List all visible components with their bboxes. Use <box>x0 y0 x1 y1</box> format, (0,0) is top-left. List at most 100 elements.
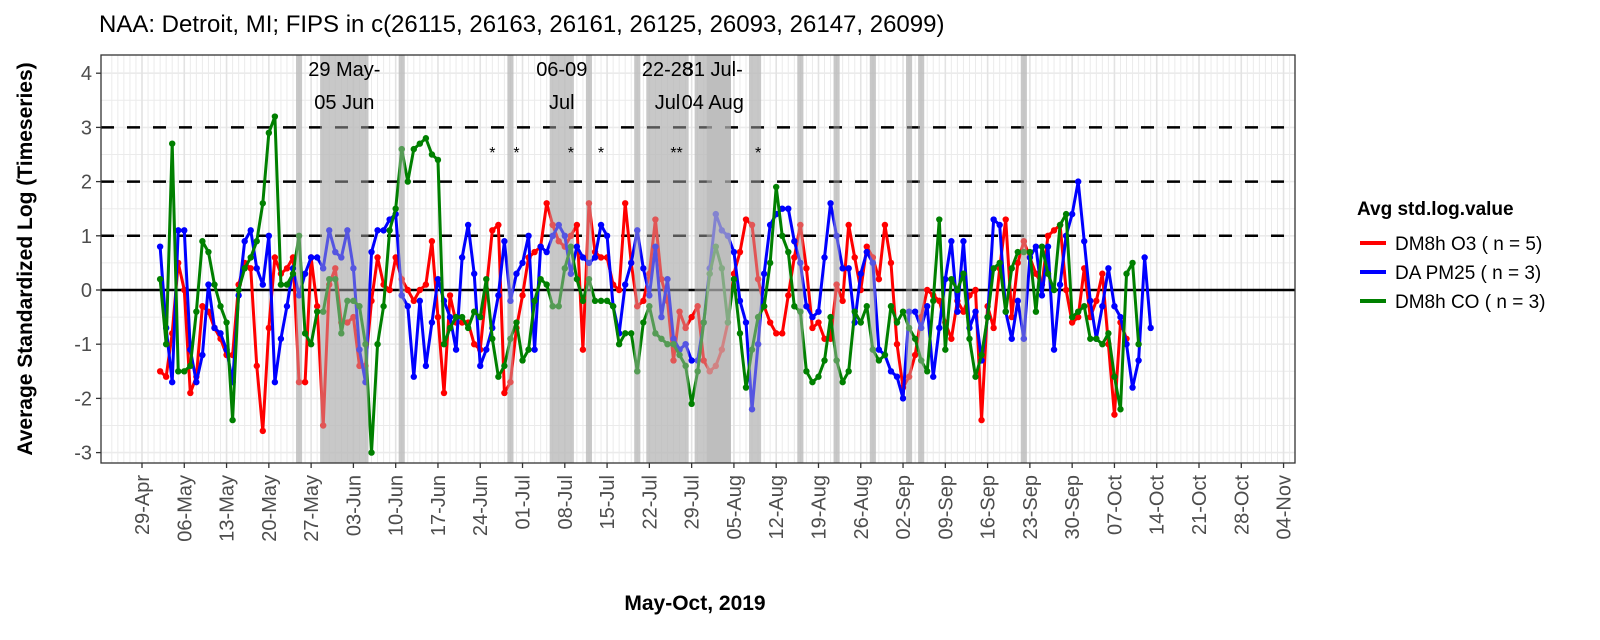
data-point <box>730 275 738 283</box>
data-point <box>1087 297 1094 305</box>
data-point <box>972 308 979 315</box>
data-point <box>893 319 901 326</box>
data-point <box>374 227 381 234</box>
data-point <box>446 313 454 321</box>
data-point <box>416 297 424 305</box>
data-point <box>899 395 907 402</box>
data-point <box>766 319 774 326</box>
data-point <box>978 416 985 424</box>
data-point <box>924 368 931 375</box>
data-point <box>446 292 454 299</box>
data-point <box>1117 406 1124 413</box>
data-point <box>948 238 955 245</box>
shaded-band <box>918 55 925 463</box>
data-point <box>495 373 502 380</box>
data-point <box>809 313 816 321</box>
data-point <box>181 368 188 375</box>
data-point <box>712 362 719 370</box>
data-point <box>374 341 381 348</box>
x-tick-label: 07-Oct <box>1104 475 1126 535</box>
x-tick-label: 08-Jul <box>555 475 577 529</box>
data-point <box>404 303 411 310</box>
data-point <box>410 373 417 380</box>
x-tick-label: 06-May <box>174 475 196 542</box>
data-point <box>404 286 411 294</box>
data-point <box>1020 335 1028 342</box>
data-point <box>797 221 804 229</box>
data-point <box>549 232 556 239</box>
x-tick-label: 21-Oct <box>1189 475 1211 535</box>
data-point <box>591 297 599 305</box>
data-point <box>779 232 786 239</box>
x-tick-label: 23-Sep <box>1020 475 1042 540</box>
data-point <box>603 232 611 239</box>
y-tick-label: 2 <box>81 172 92 194</box>
data-point <box>283 303 291 310</box>
data-point <box>525 232 532 239</box>
data-point <box>887 303 895 310</box>
data-point <box>724 319 732 326</box>
data-point <box>464 221 472 229</box>
data-point <box>803 303 810 310</box>
data-point <box>676 351 683 359</box>
data-point <box>585 200 593 207</box>
data-point <box>615 341 623 348</box>
data-point <box>833 281 840 288</box>
y-axis-title: Average Standardized Log (Timeseries) <box>14 62 37 455</box>
data-point <box>942 346 949 353</box>
data-point <box>682 341 689 348</box>
data-point <box>271 254 279 261</box>
data-point <box>881 351 889 359</box>
data-point <box>1014 297 1021 305</box>
data-point <box>960 308 967 315</box>
data-point <box>712 243 719 250</box>
data-point <box>966 335 973 342</box>
data-point <box>1032 270 1040 277</box>
data-point <box>549 303 556 310</box>
data-point <box>531 346 538 353</box>
data-point <box>1075 308 1082 315</box>
data-point <box>1105 265 1112 272</box>
data-point <box>410 297 417 305</box>
band-label: 04 Aug <box>682 92 744 114</box>
x-tick-label: 27-May <box>301 475 323 542</box>
data-point <box>259 281 266 288</box>
data-point <box>283 281 291 288</box>
data-point <box>924 286 931 294</box>
significance-marker: * <box>755 145 761 162</box>
data-point <box>489 227 496 234</box>
data-point <box>1105 330 1112 337</box>
data-point <box>658 313 665 321</box>
y-tick-label: 0 <box>81 280 92 302</box>
data-point <box>863 243 870 250</box>
x-tick-label: 04-Nov <box>1274 475 1296 539</box>
data-point <box>434 275 442 283</box>
legend-label: DM8h O3 ( n = 5) <box>1395 234 1542 255</box>
data-point <box>754 313 762 321</box>
data-point <box>742 216 750 223</box>
data-point <box>1044 232 1052 239</box>
y-tick-label: -1 <box>74 334 92 356</box>
data-point <box>736 330 744 337</box>
data-point <box>839 297 846 305</box>
shaded-band-overlay <box>869 55 876 463</box>
data-point <box>573 221 581 229</box>
data-point <box>809 378 816 386</box>
data-point <box>754 341 762 348</box>
y-tick-label: -2 <box>74 388 92 410</box>
data-point <box>458 313 466 321</box>
data-point <box>374 254 381 261</box>
data-point <box>990 265 997 272</box>
data-point <box>483 275 490 283</box>
data-point <box>398 145 405 153</box>
data-point <box>265 129 273 137</box>
data-point <box>1068 319 1076 326</box>
data-point <box>640 319 647 326</box>
shaded-band-overlay <box>706 55 731 463</box>
data-point <box>911 335 919 342</box>
data-point <box>869 259 877 267</box>
data-point <box>724 232 732 239</box>
data-point <box>863 248 870 256</box>
data-point <box>1014 259 1021 267</box>
data-point <box>519 357 526 364</box>
